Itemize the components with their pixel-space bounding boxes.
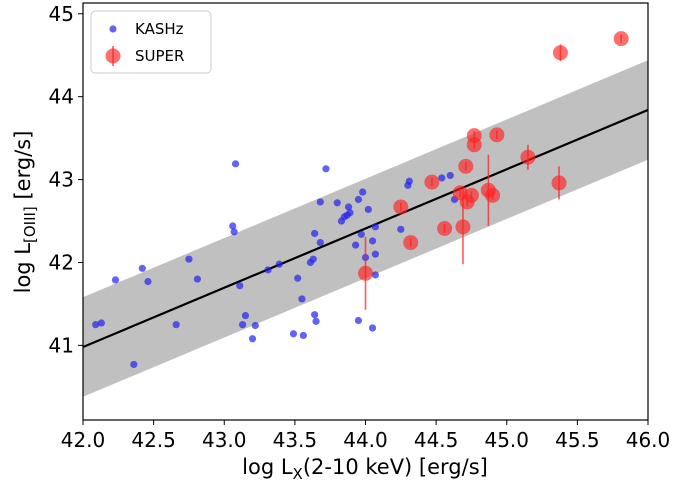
point: [346, 209, 354, 217]
point: [354, 316, 363, 325]
point: [97, 319, 105, 327]
point: [437, 220, 453, 236]
point: [405, 177, 413, 185]
point: [485, 187, 501, 203]
point: [138, 264, 146, 272]
point: [229, 222, 237, 230]
point: [371, 250, 379, 258]
point: [111, 276, 120, 284]
point: [289, 330, 298, 338]
point: [354, 195, 363, 204]
point: [241, 311, 250, 320]
legend: KASHz SUPER: [90, 10, 212, 74]
y-tick-label: 42: [49, 250, 74, 274]
point: [298, 295, 306, 303]
point: [316, 198, 324, 206]
plot-area: 42.0 42.5 43.0 43.5 44.0 44.5 45.0 45.5 46.0 41 42…: [49, 2, 671, 452]
point: [364, 205, 372, 214]
point: [309, 255, 317, 263]
point: [316, 238, 324, 247]
x-tick-label: 43.0: [202, 428, 247, 452]
point: [368, 324, 377, 332]
point: [144, 277, 152, 286]
point: [311, 229, 319, 238]
point: [231, 160, 240, 168]
point: [299, 331, 307, 340]
point: [275, 260, 283, 268]
x-tick-label: 42.5: [131, 428, 176, 452]
point: [463, 187, 479, 203]
legend-box: [90, 10, 212, 74]
point: [446, 171, 454, 180]
point: [489, 127, 505, 143]
point: [455, 219, 471, 235]
point: [344, 203, 353, 211]
point: [193, 275, 202, 283]
x-label-main: log L: [242, 455, 293, 479]
x-label-sub: X: [293, 465, 303, 482]
x-axis-label: log LX(2-10 keV) [erg/s]: [242, 455, 488, 482]
point: [424, 174, 440, 190]
x-tick-label: 45.0: [484, 428, 529, 452]
point: [371, 271, 379, 279]
point: [393, 199, 409, 215]
point: [358, 265, 373, 281]
point: [438, 174, 446, 182]
x-tick-label: 45.5: [555, 428, 600, 452]
x-tick-label: 46.0: [626, 428, 671, 452]
point: [92, 321, 100, 329]
y-tick-label: 45: [49, 2, 74, 26]
point: [264, 266, 272, 274]
point: [352, 241, 360, 249]
fit-line: [83, 108, 648, 349]
x-tick-label: 44.5: [414, 428, 459, 452]
y-tick-label: 44: [49, 85, 74, 109]
y-label-rest: [erg/s]: [11, 131, 35, 207]
point: [357, 230, 365, 238]
point: [458, 158, 474, 174]
point: [239, 321, 247, 329]
x-tick-label: 42.0: [61, 428, 106, 452]
y-axis-label: log L[OIII] [erg/s]: [11, 131, 39, 294]
point: [172, 321, 180, 329]
point: [613, 31, 629, 47]
point: [520, 149, 536, 165]
point: [403, 235, 419, 251]
point: [322, 165, 330, 173]
point: [368, 237, 377, 245]
point: [248, 335, 257, 343]
point: [251, 321, 259, 330]
legend-label: SUPER: [135, 47, 184, 65]
point: [371, 223, 379, 231]
point: [294, 274, 302, 282]
plot-content: [83, 31, 648, 397]
point: [397, 225, 405, 233]
y-label-main: log L: [11, 243, 35, 294]
point: [312, 317, 320, 325]
point: [551, 175, 567, 191]
y-label-sub: [OIII]: [21, 206, 39, 243]
point: [359, 188, 367, 196]
point: [230, 228, 238, 236]
legend-marker: [109, 25, 117, 33]
legend-label: KASHz: [135, 20, 184, 38]
point: [185, 255, 193, 263]
x-tick-label: 43.5: [273, 428, 318, 452]
point: [130, 360, 138, 369]
point: [311, 311, 319, 319]
x-tick-label: 44.0: [343, 428, 388, 452]
y-tick-label: 41: [49, 333, 74, 357]
x-label-rest: (2-10 keV) [erg/s]: [303, 455, 488, 479]
point: [333, 199, 341, 207]
point: [552, 45, 568, 61]
legend-marker: [105, 48, 121, 64]
point: [466, 137, 482, 153]
y-tick-label: 43: [49, 168, 74, 192]
point: [236, 282, 244, 290]
